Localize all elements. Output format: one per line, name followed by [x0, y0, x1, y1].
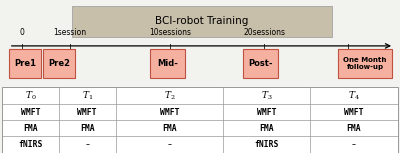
- Bar: [72, 6, 332, 37]
- Text: WMFT: WMFT: [21, 108, 40, 117]
- Text: WMFT: WMFT: [344, 108, 364, 117]
- Text: 1session: 1session: [54, 28, 86, 37]
- Text: $T_0$: $T_0$: [24, 89, 36, 102]
- Text: FMA: FMA: [162, 124, 177, 133]
- Text: WMFT: WMFT: [78, 108, 97, 117]
- Text: $T_3$: $T_3$: [261, 89, 272, 102]
- Text: $T_4$: $T_4$: [348, 89, 360, 102]
- Text: $T_2$: $T_2$: [164, 89, 175, 102]
- Text: 0: 0: [20, 28, 24, 37]
- Bar: [150, 49, 185, 78]
- Text: 20sessions: 20sessions: [243, 28, 285, 37]
- Text: WMFT: WMFT: [257, 108, 276, 117]
- Text: fNIRS: fNIRS: [18, 140, 42, 149]
- Text: Pre1: Pre1: [14, 59, 36, 68]
- Text: 10sessions: 10sessions: [149, 28, 191, 37]
- Bar: [43, 49, 75, 78]
- Text: –: –: [168, 140, 172, 149]
- Bar: [2, 87, 398, 153]
- Bar: [243, 49, 278, 78]
- Text: FMA: FMA: [347, 124, 361, 133]
- Text: Mid-: Mid-: [157, 59, 178, 68]
- Text: Pre2: Pre2: [48, 59, 70, 68]
- Text: $T_1$: $T_1$: [82, 89, 93, 102]
- Text: FMA: FMA: [80, 124, 94, 133]
- Text: fNIRS: fNIRS: [254, 140, 278, 149]
- Text: FMA: FMA: [23, 124, 38, 133]
- Text: One Month
follow-up: One Month follow-up: [343, 57, 387, 70]
- Bar: [338, 49, 392, 78]
- Text: WMFT: WMFT: [160, 108, 179, 117]
- Text: –: –: [85, 140, 89, 149]
- Bar: [9, 49, 41, 78]
- Text: FMA: FMA: [259, 124, 274, 133]
- Text: BCI-robot Training: BCI-robot Training: [155, 16, 249, 26]
- Text: Post-: Post-: [248, 59, 273, 68]
- Text: –: –: [352, 140, 356, 149]
